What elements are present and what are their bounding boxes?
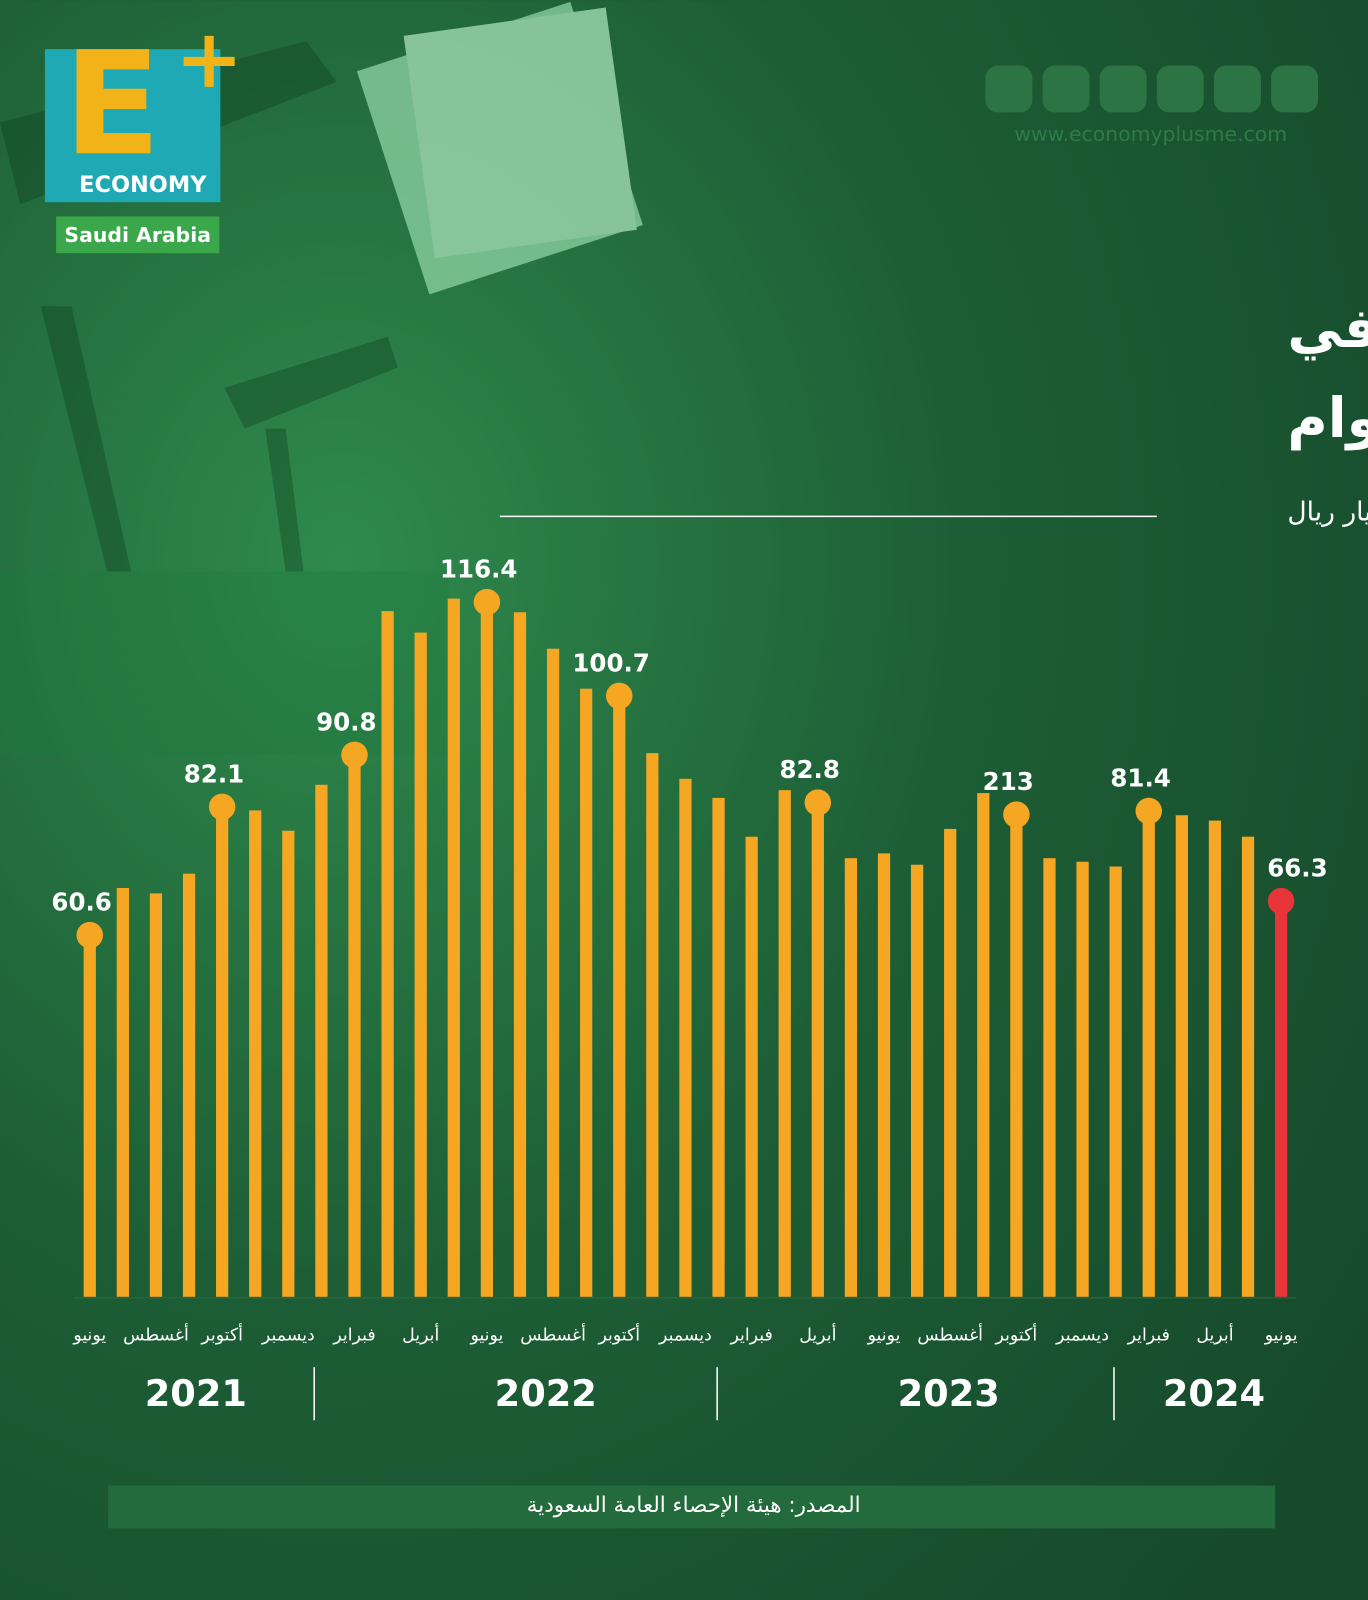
value-label: 82.8	[779, 755, 839, 784]
bar	[480, 602, 494, 1297]
x-tick-label: أغسطس	[123, 1324, 189, 1346]
title-line: صادرات السعودية النفطية في	[1287, 296, 1368, 361]
year-separators	[313, 1367, 1115, 1421]
value-label: 90.8	[316, 707, 376, 736]
bar-dot	[606, 682, 633, 710]
year-label: 2021	[145, 1372, 247, 1415]
bar	[414, 632, 427, 1297]
value-label: 213	[983, 767, 1034, 796]
value-label: 66.3	[1267, 854, 1327, 883]
value-label: 60.6	[51, 888, 111, 917]
bar	[910, 864, 924, 1297]
x-tick-label: أغسطس	[520, 1324, 586, 1346]
bar-dot	[208, 793, 236, 821]
bar	[646, 753, 659, 1297]
title-line: يونيو 2024 الأدنى منذ 3 أعوام	[1287, 382, 1368, 451]
x-tick-label: أكتوبر	[200, 1324, 243, 1346]
bar	[1175, 815, 1188, 1297]
bar	[977, 793, 990, 1297]
bar	[216, 806, 229, 1297]
bar	[844, 858, 858, 1297]
website[interactable]: www.economyplusme.com	[1014, 122, 1287, 146]
logo: E ECONOMY Saudi Arabia	[44, 20, 235, 254]
bar	[1241, 836, 1255, 1297]
x-tick-label: أبريل	[799, 1324, 836, 1346]
value-label: 116.4	[440, 555, 517, 584]
unit-label: مليار ريال	[1287, 496, 1368, 527]
bar-dot	[1135, 797, 1163, 825]
year-label: 2022	[495, 1372, 597, 1415]
bar	[1010, 814, 1023, 1297]
logo-letter: E	[63, 20, 161, 187]
bar	[116, 888, 129, 1297]
bar	[83, 935, 96, 1297]
bar-dot	[473, 588, 501, 616]
x-tick-label: أغسطس	[917, 1324, 983, 1346]
x-tick-label: أكتوبر	[995, 1324, 1038, 1346]
bar	[447, 598, 460, 1297]
bar	[282, 830, 295, 1297]
x-tick-label: أبريل	[402, 1324, 439, 1346]
x-tick-label: فبراير	[1127, 1326, 1170, 1346]
value-label: 100.7	[572, 648, 649, 677]
x-tick-label: يونيو	[867, 1326, 901, 1346]
bar	[348, 754, 361, 1297]
bar	[513, 612, 527, 1297]
year-label: 2023	[898, 1372, 1000, 1415]
social-icons	[985, 65, 1319, 113]
bar	[149, 893, 163, 1297]
bar-dot	[1003, 801, 1030, 828]
bar	[745, 836, 758, 1297]
x-tick-label: فبراير	[332, 1326, 375, 1346]
bar	[249, 810, 262, 1297]
x-tick-label: فبراير	[729, 1326, 772, 1346]
bar	[1208, 820, 1222, 1297]
bar	[1043, 858, 1056, 1297]
value-label: 82.1	[184, 759, 244, 788]
x-tick-label: يونيو	[72, 1326, 106, 1346]
bar-dot	[804, 789, 832, 816]
bar	[811, 802, 824, 1297]
bar-dot	[1267, 887, 1295, 915]
bar	[712, 797, 725, 1297]
x-tick-label: ديسمبر	[261, 1326, 315, 1346]
youtube-icon[interactable]	[1213, 65, 1261, 113]
source-band	[108, 1485, 1276, 1529]
bar	[182, 873, 196, 1297]
source: المصدر: هيئة الإحصاء العامة السعودية	[527, 1493, 861, 1518]
twitter-icon[interactable]	[1099, 65, 1147, 113]
x-tick-label: يونيو	[469, 1326, 503, 1346]
facebook-icon[interactable]	[985, 65, 1033, 113]
bar	[381, 611, 394, 1297]
linkedin-icon[interactable]	[1156, 65, 1204, 113]
value-label: 81.4	[1110, 764, 1170, 793]
bar	[580, 688, 593, 1297]
bar	[1142, 811, 1155, 1297]
bar	[679, 778, 692, 1297]
bar	[1275, 901, 1288, 1297]
bar	[315, 784, 328, 1297]
logo-region: Saudi Arabia	[64, 223, 211, 247]
logo-name: ECONOMY	[79, 172, 207, 198]
x-tick-label: أبريل	[1196, 1324, 1233, 1346]
banknotes	[356, 1, 643, 295]
bar	[546, 648, 560, 1297]
bar	[778, 790, 791, 1297]
x-tick-label: أكتوبر	[597, 1324, 640, 1346]
bar	[613, 695, 626, 1297]
x-tick-label: ديسمبر	[658, 1326, 712, 1346]
bar	[944, 828, 957, 1297]
instagram-icon[interactable]	[1042, 65, 1090, 113]
bar	[877, 853, 891, 1297]
bar	[1076, 861, 1089, 1297]
bar-dot	[341, 741, 368, 769]
x-tick-label: يونيو	[1264, 1326, 1298, 1346]
bar	[1109, 866, 1122, 1297]
year-label: 2024	[1163, 1372, 1265, 1415]
bar-dot	[76, 921, 104, 949]
x-tick-label: ديسمبر	[1055, 1326, 1109, 1346]
threads-icon[interactable]	[1271, 65, 1319, 113]
